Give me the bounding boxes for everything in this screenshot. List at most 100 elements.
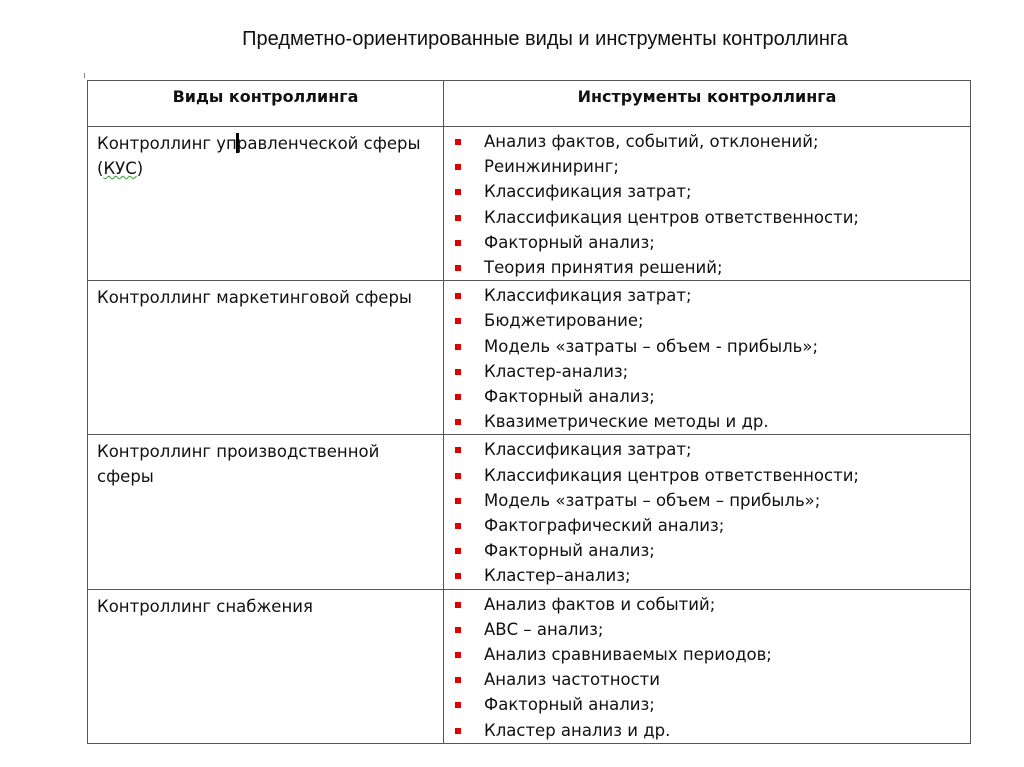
list-item: Квазиметрические методы и др. <box>444 409 970 434</box>
list-item: АВС – анализ; <box>444 617 970 642</box>
kind-text-before: Контроллинг управленческой сферы ( <box>97 133 421 178</box>
tool-text: Классификация затрат; <box>484 440 692 460</box>
tool-text: Кластер анализ и др. <box>484 720 671 740</box>
text-cursor <box>235 133 239 153</box>
square-bullet-icon <box>455 189 461 196</box>
list-item: Бюджетирование; <box>444 308 970 333</box>
list-item: Факторный анализ; <box>444 692 970 717</box>
tools-list: Анализ фактов и событий; АВС – анализ; Ана… <box>444 592 970 743</box>
list-item: Фактографический анализ; <box>444 513 970 538</box>
square-bullet-icon <box>455 394 461 401</box>
controlling-table: Виды контроллинга Инструменты контроллин… <box>87 80 971 744</box>
square-bullet-icon <box>455 139 461 145</box>
square-bullet-icon <box>455 239 461 246</box>
table-row: Контроллинг управленческой сферы (КУС) Ан… <box>87 125 971 282</box>
tools-cell: Классификация затрат; Бюджетирование; Моде… <box>443 280 971 436</box>
tool-text: Кластер–анализ; <box>484 566 631 586</box>
tool-text: Факторный анализ; <box>484 541 655 561</box>
kind-text-after: ) <box>136 159 144 178</box>
tool-text: Квазиметрические методы и др. <box>484 412 769 432</box>
square-bullet-icon <box>455 419 461 426</box>
corner-mark <box>84 73 85 78</box>
tools-cell: Анализ фактов и событий; АВС – анализ; Ана… <box>443 588 971 744</box>
square-bullet-icon <box>455 293 461 300</box>
table-row: Контроллинг маркетинговой сферы Классифик… <box>87 280 971 436</box>
table-row: Контроллинг производственной сферы Класси… <box>87 434 971 590</box>
tools-cell: Классификация затрат; Классификация центр… <box>443 434 971 590</box>
table-header-row: Виды контроллинга Инструменты контроллин… <box>87 80 971 127</box>
list-item: Классификация центров ответственности; <box>444 205 970 230</box>
square-bullet-icon <box>455 727 461 734</box>
square-bullet-icon <box>455 318 461 325</box>
square-bullet-icon <box>455 652 461 659</box>
tool-text: Классификация затрат; <box>484 182 692 202</box>
list-item: Анализ фактов и событий; <box>444 592 970 617</box>
table-row: Контроллинг снабжения Анализ фактов и соб… <box>87 588 971 744</box>
square-bullet-icon <box>455 548 461 555</box>
tool-text: Реинжиниринг; <box>484 157 619 177</box>
control-kind-cell: Контроллинг маркетинговой сферы <box>87 280 444 436</box>
square-bullet-icon <box>455 677 461 684</box>
square-bullet-icon <box>455 164 461 171</box>
list-item: Анализ фактов, событий, отклонений; <box>444 129 970 154</box>
tool-text: Кластер-анализ; <box>484 361 629 381</box>
square-bullet-icon <box>455 626 461 633</box>
list-item: Факторный анализ; <box>444 384 970 409</box>
control-kind-cell: Контроллинг снабжения <box>87 588 444 744</box>
list-item: Факторный анализ; <box>444 230 970 255</box>
square-bullet-icon <box>455 472 461 479</box>
list-item: Кластер–анализ; <box>444 563 970 588</box>
tool-text: Факторный анализ; <box>484 695 655 715</box>
tool-text: Анализ частотности <box>484 670 661 690</box>
kind-abbr-spellcheck: КУС <box>103 159 137 178</box>
control-kind-cell: Контроллинг управленческой сферы (КУС) <box>87 125 444 282</box>
header-tools: Инструменты контроллинга <box>443 80 971 127</box>
list-item: Кластер анализ и др. <box>444 718 970 743</box>
tool-text: Модель «затраты – объем – прибыль»; <box>484 490 821 510</box>
square-bullet-icon <box>455 368 461 375</box>
tool-text: Факторный анализ; <box>484 387 655 407</box>
square-bullet-icon <box>455 523 461 530</box>
tool-text: Классификация затрат; <box>484 286 692 306</box>
square-bullet-icon <box>455 601 461 608</box>
list-item: Анализ сравниваемых периодов; <box>444 642 970 667</box>
square-bullet-icon <box>455 573 461 580</box>
tools-cell: Анализ фактов, событий, отклонений; Реинж… <box>443 125 971 282</box>
square-bullet-icon <box>455 265 461 272</box>
list-item: Классификация затрат; <box>444 283 970 308</box>
list-item: Теория принятия решений; <box>444 255 970 280</box>
tool-text: Классификация центров ответственности; <box>484 207 859 227</box>
tool-text: Фактографический анализ; <box>484 516 725 536</box>
tool-text: Анализ фактов и событий; <box>484 594 716 614</box>
slide-title: Предметно-ориентированные виды и инструм… <box>242 28 848 50</box>
corner-mark <box>970 738 971 743</box>
tools-list: Классификация затрат; Классификация центр… <box>444 437 970 588</box>
tools-list: Анализ фактов, событий, отклонений; Реинж… <box>444 129 970 280</box>
square-bullet-icon <box>455 497 461 504</box>
tool-text: Факторный анализ; <box>484 232 655 252</box>
list-item: Классификация затрат; <box>444 437 970 462</box>
tool-text: Бюджетирование; <box>484 311 644 331</box>
tool-text: Классификация центров ответственности; <box>484 465 859 485</box>
square-bullet-icon <box>455 214 461 221</box>
list-item: Факторный анализ; <box>444 538 970 563</box>
tool-text: АВС – анализ; <box>484 619 604 639</box>
list-item: Модель «затраты – объем - прибыль»; <box>444 334 970 359</box>
tool-text: Теория принятия решений; <box>484 258 723 278</box>
list-item: Анализ частотности <box>444 667 970 692</box>
list-item: Модель «затраты – объем – прибыль»; <box>444 488 970 513</box>
tools-list: Классификация затрат; Бюджетирование; Моде… <box>444 283 970 434</box>
list-item: Классификация центров ответственности; <box>444 463 970 488</box>
tool-text: Модель «затраты – объем - прибыль»; <box>484 336 819 356</box>
list-item: Реинжиниринг; <box>444 154 970 179</box>
tool-text: Анализ сравниваемых периодов; <box>484 645 772 665</box>
tool-text: Анализ фактов, событий, отклонений; <box>484 132 819 151</box>
list-item: Кластер-анализ; <box>444 359 970 384</box>
square-bullet-icon <box>455 343 461 350</box>
square-bullet-icon <box>455 447 461 454</box>
header-kinds: Виды контроллинга <box>87 80 444 127</box>
control-kind-cell: Контроллинг производственной сферы <box>87 434 444 590</box>
kind-text: Контроллинг управленческой сферы (КУС) <box>97 133 421 178</box>
list-item: Классификация затрат; <box>444 179 970 204</box>
square-bullet-icon <box>455 702 461 709</box>
